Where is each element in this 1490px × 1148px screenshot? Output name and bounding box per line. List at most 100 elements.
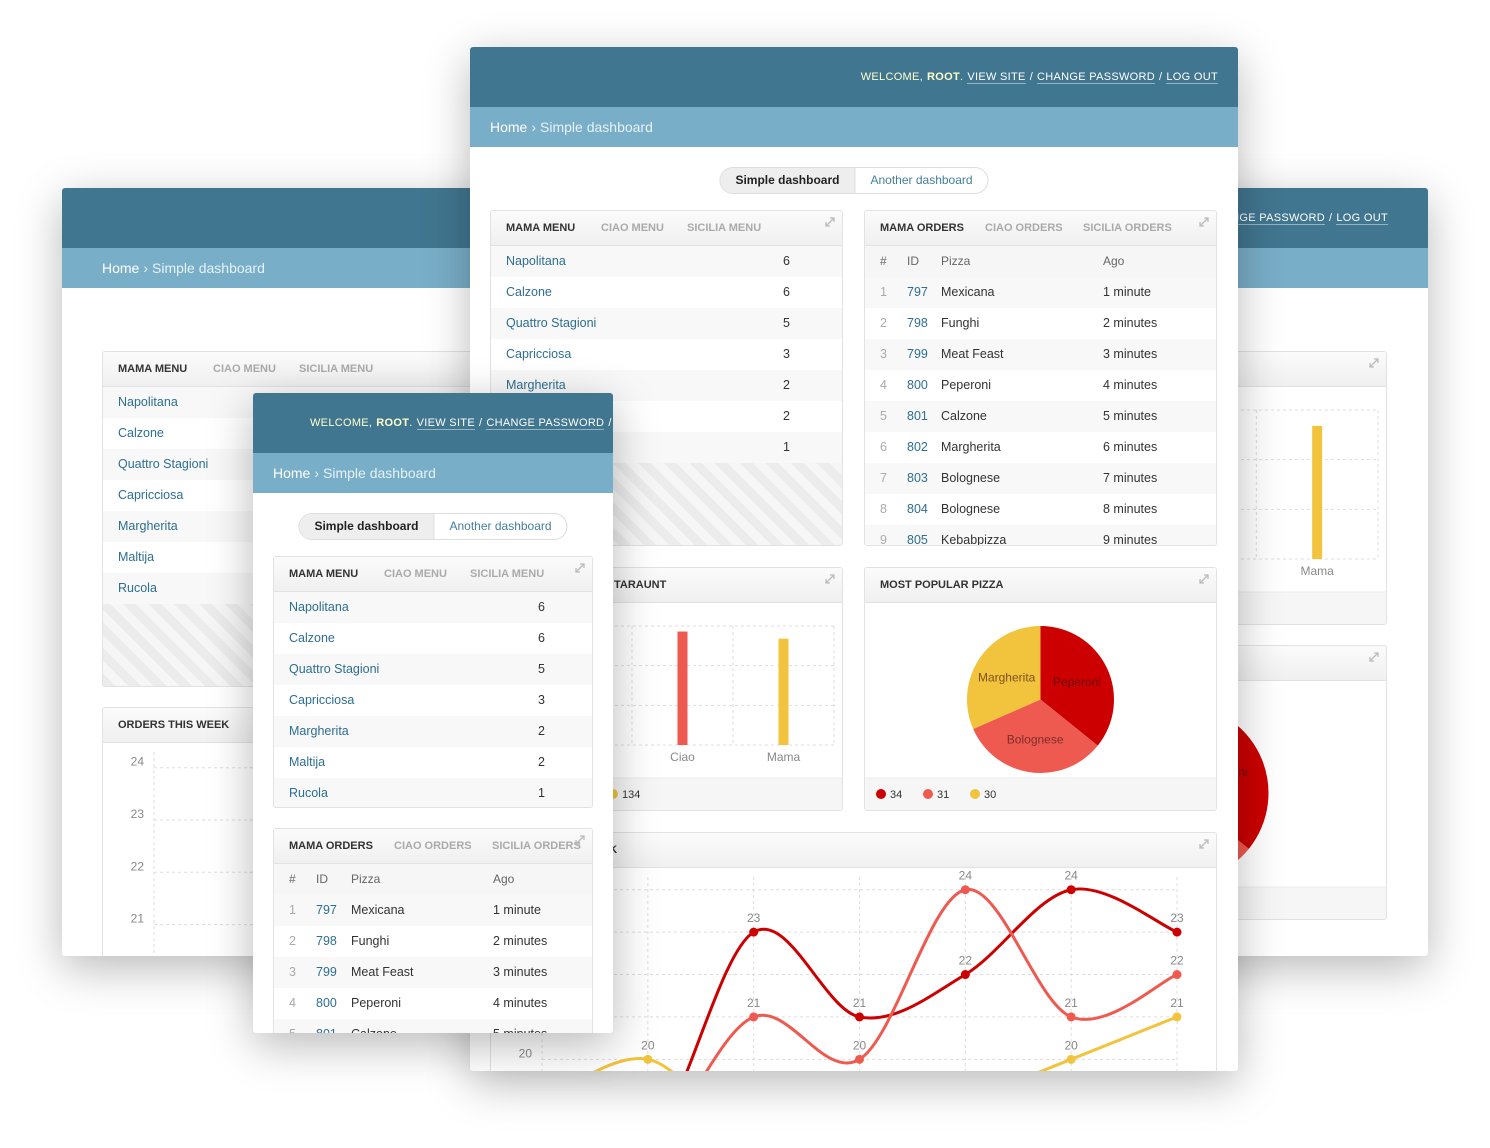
order-cell[interactable]: 803 xyxy=(907,471,928,485)
pizza-link[interactable]: Capricciosa xyxy=(289,693,355,707)
point xyxy=(960,970,970,980)
order-cell[interactable]: 799 xyxy=(907,347,928,361)
pizza-count: 3 xyxy=(538,693,545,707)
y-tick-label: 21 xyxy=(131,912,145,926)
pizza-count: 6 xyxy=(783,285,790,299)
dashboard-tab[interactable]: Another dashboard xyxy=(433,514,566,539)
pizza-link[interactable]: Capricciosa xyxy=(506,347,572,361)
module-tab[interactable]: ORDERS THIS WEEK xyxy=(118,719,230,731)
header-link[interactable]: CHANGE PASSWORD xyxy=(486,417,605,430)
dashboard-tab[interactable]: Another dashboard xyxy=(854,168,987,193)
order-cell[interactable]: 800 xyxy=(316,996,337,1010)
pizza-link[interactable]: Margherita xyxy=(506,378,566,392)
pizza-link[interactable]: Napolitana xyxy=(289,600,349,614)
pizza-link[interactable]: Calzone xyxy=(118,426,164,440)
order-cell: 2 xyxy=(880,316,887,330)
module-tab[interactable]: SICILIA MENU xyxy=(687,222,762,234)
order-cell: 4 minutes xyxy=(493,996,548,1010)
breadcrumb-home[interactable]: Home xyxy=(102,260,140,276)
module-tab[interactable]: MAMA MENU xyxy=(506,222,576,234)
module-tab[interactable]: MAMA MENU xyxy=(289,568,359,580)
module-tab[interactable]: MOST POPULAR PIZZA xyxy=(880,579,1004,591)
module-tab[interactable]: SICILIA ORDERS xyxy=(492,840,581,852)
pizza-link[interactable]: Napolitana xyxy=(118,395,178,409)
pizza-link[interactable]: Quattro Stagioni xyxy=(506,316,597,330)
order-cell[interactable]: 801 xyxy=(907,409,928,423)
pizza-link[interactable]: Maltija xyxy=(118,550,155,564)
module-header: MAMA ORDERS CIAO ORDERS SICILIA ORDERS xyxy=(865,211,1216,246)
module-tab[interactable]: SICILIA MENU xyxy=(299,363,374,375)
pizza-count: 1 xyxy=(783,440,790,454)
point-label: 23 xyxy=(747,911,761,925)
column-header: Ago xyxy=(1103,254,1125,268)
legend-dot xyxy=(923,789,933,799)
point xyxy=(1066,885,1076,895)
order-cell[interactable]: 798 xyxy=(316,934,337,948)
pizza-count: 6 xyxy=(538,631,545,645)
pizza-link[interactable]: Quattro Stagioni xyxy=(289,662,380,676)
breadcrumb-home[interactable]: Home xyxy=(490,119,528,135)
header-link[interactable]: LOG OUT xyxy=(1166,71,1218,84)
dashboard-tab[interactable]: Simple dashboard xyxy=(299,514,434,539)
module-tab[interactable]: CIAO MENU xyxy=(601,222,664,234)
pizza-link[interactable]: Rucola xyxy=(118,581,157,595)
order-cell: 1 xyxy=(289,903,296,917)
order-cell: 6 xyxy=(880,440,887,454)
order-cell: 4 xyxy=(289,996,296,1010)
dashboard-tab[interactable]: Simple dashboard xyxy=(720,168,855,193)
order-cell: 7 minutes xyxy=(1103,471,1158,485)
module-tab[interactable]: SICILIA ORDERS xyxy=(1083,222,1172,234)
order-cell[interactable]: 801 xyxy=(316,1019,337,1033)
header-link[interactable]: CHANGE PASSWORD xyxy=(1037,71,1156,84)
order-cell: 6 minutes xyxy=(1103,440,1158,454)
slice-label: Margherita xyxy=(978,670,1036,684)
order-cell: Meat Feast xyxy=(351,965,414,979)
order-cell: Calzone xyxy=(941,409,987,423)
module-tab[interactable]: CIAO MENU xyxy=(213,363,276,375)
pizza-link[interactable]: Calzone xyxy=(506,285,552,299)
module-tab[interactable]: MAMA ORDERS xyxy=(289,840,373,852)
module-tab[interactable]: CIAO MENU xyxy=(384,568,447,580)
order-cell[interactable]: 804 xyxy=(907,502,928,516)
module-tab[interactable]: SICILIA MENU xyxy=(470,568,545,580)
module-tab[interactable]: TARAUNT xyxy=(614,579,667,591)
order-cell: 1 xyxy=(880,285,887,299)
pizza-link[interactable]: Margherita xyxy=(289,724,349,738)
order-cell[interactable]: 797 xyxy=(316,903,337,917)
order-cell: 2 minutes xyxy=(1103,316,1158,330)
pizza-link[interactable]: Quattro Stagioni xyxy=(118,457,209,471)
icon-path xyxy=(825,217,835,227)
breadcrumb-home[interactable]: Home xyxy=(273,465,311,481)
module-tab[interactable]: CIAO ORDERS xyxy=(985,222,1063,234)
order-cell[interactable]: 797 xyxy=(907,285,928,299)
pizza-link[interactable]: Rucola xyxy=(289,786,328,800)
header-link[interactable]: VIEW SITE xyxy=(967,71,1026,84)
pie-slice xyxy=(1040,626,1114,746)
pie-chart: Peperoni 34 Bolognese 31 Margherita 30 xyxy=(865,626,1216,810)
order-cell[interactable]: 802 xyxy=(907,440,928,454)
order-cell[interactable]: 800 xyxy=(907,378,928,392)
point xyxy=(855,1054,864,1064)
order-cell: Peperoni xyxy=(941,378,992,392)
module-tab[interactable]: MAMA ORDERS xyxy=(880,222,964,234)
pizza-link[interactable]: Margherita xyxy=(118,519,178,533)
pizza-count: 6 xyxy=(538,600,545,614)
order-cell[interactable]: 805 xyxy=(907,533,928,545)
point-label: 23 xyxy=(1170,911,1184,925)
order-cell[interactable]: 799 xyxy=(316,965,337,979)
pizza-link[interactable]: Napolitana xyxy=(506,254,566,268)
order-cell: Margherita xyxy=(941,440,1001,454)
pizza-link[interactable]: Calzone xyxy=(289,631,335,645)
header-link[interactable]: VIEW SITE xyxy=(416,417,475,430)
module-header: MAMA MENU CIAO MENU SICILIA MENU xyxy=(274,557,592,592)
point-label: 21 xyxy=(1064,996,1078,1010)
menu-row: Calzone 6 xyxy=(491,277,842,308)
module-tab[interactable]: MAMA MENU xyxy=(118,363,188,375)
order-cell: 4 minutes xyxy=(1103,378,1158,392)
header-link[interactable]: LOG OUT xyxy=(1336,212,1388,225)
pizza-link[interactable]: Maltija xyxy=(289,755,326,769)
point xyxy=(855,1012,864,1022)
module-tab[interactable]: CIAO ORDERS xyxy=(394,840,472,852)
pizza-link[interactable]: Capricciosa xyxy=(118,488,184,502)
order-cell[interactable]: 798 xyxy=(907,316,928,330)
